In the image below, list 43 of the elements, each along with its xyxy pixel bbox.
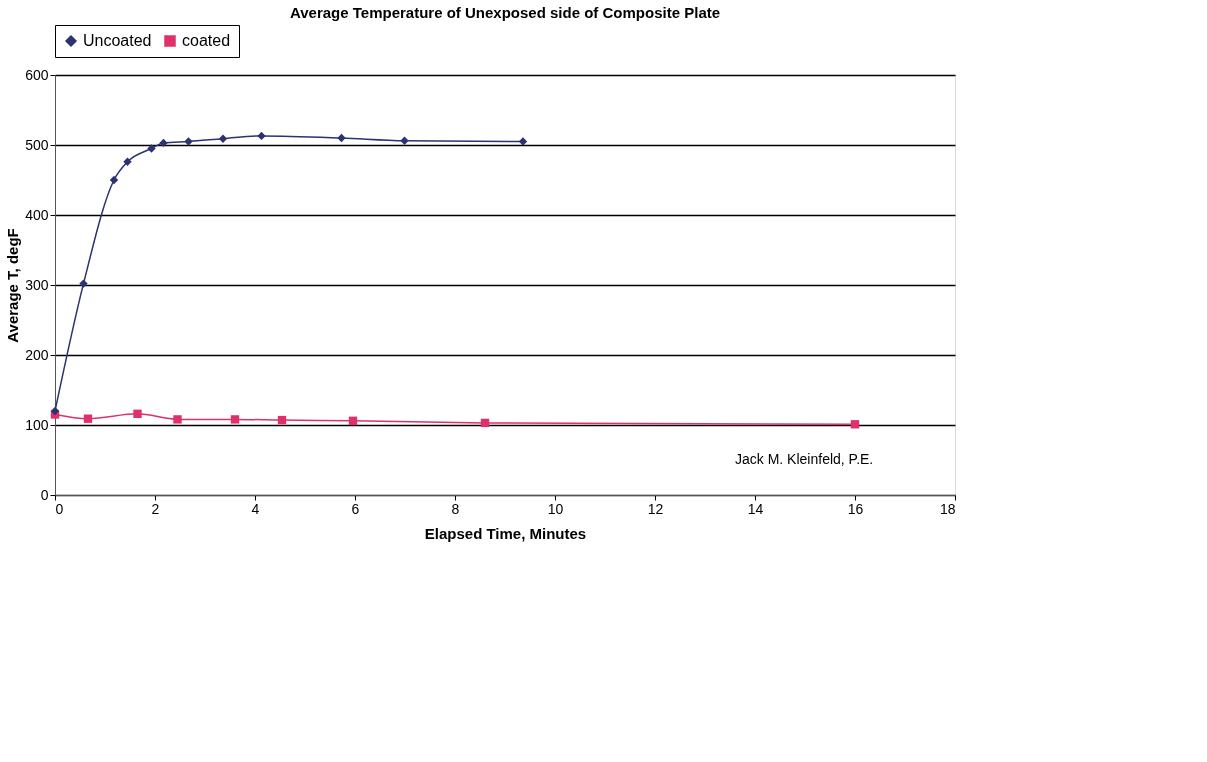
x-tick-label: 2: [151, 500, 160, 517]
x-tick-label: 18: [939, 500, 956, 517]
x-axis-title: Elapsed Time, Minutes: [424, 524, 587, 542]
point: [348, 416, 358, 425]
point: [850, 420, 860, 429]
point: [480, 418, 490, 428]
x-tick-label: 0: [55, 500, 64, 517]
point: [173, 415, 182, 424]
y-tick-label: 400: [25, 206, 49, 223]
x-tick-label: 10: [547, 500, 564, 517]
point: [147, 144, 156, 153]
x-tick-label: 4: [251, 500, 260, 517]
point: [133, 409, 142, 418]
point: [79, 279, 88, 288]
point: [184, 137, 193, 146]
point: [218, 134, 228, 143]
legend-label: coated: [182, 32, 231, 49]
point: [337, 133, 346, 143]
point: [257, 131, 266, 141]
y-tick-label: 0: [40, 486, 49, 503]
y-tick-label: 500: [25, 136, 49, 153]
x-tick-label: 16: [847, 500, 864, 517]
point: [518, 137, 528, 146]
point: [230, 415, 240, 424]
point: [109, 175, 119, 185]
point: [83, 414, 93, 423]
x-tick-label: 6: [351, 500, 360, 517]
point: [159, 138, 168, 148]
point: [400, 136, 409, 145]
y-tick-label: 200: [25, 346, 49, 363]
y-tick-label: 600: [25, 66, 49, 83]
y-tick-label: 300: [25, 276, 49, 293]
x-tick-label: 8: [451, 500, 460, 517]
point: [50, 406, 60, 416]
chart-title: Average Temperature of Unexposed side of Composite Plate: [289, 3, 721, 21]
x-tick-label: 12: [647, 500, 664, 517]
y-tick-label: 100: [25, 416, 49, 433]
x-tick-label: 14: [747, 500, 764, 517]
legend-label: Uncoated: [83, 32, 152, 49]
annotation: Jack M. Kleinfeld, P.E.: [735, 451, 874, 467]
y-axis-title: Average T, degF: [4, 228, 22, 343]
point: [277, 415, 287, 425]
point: [123, 157, 132, 166]
